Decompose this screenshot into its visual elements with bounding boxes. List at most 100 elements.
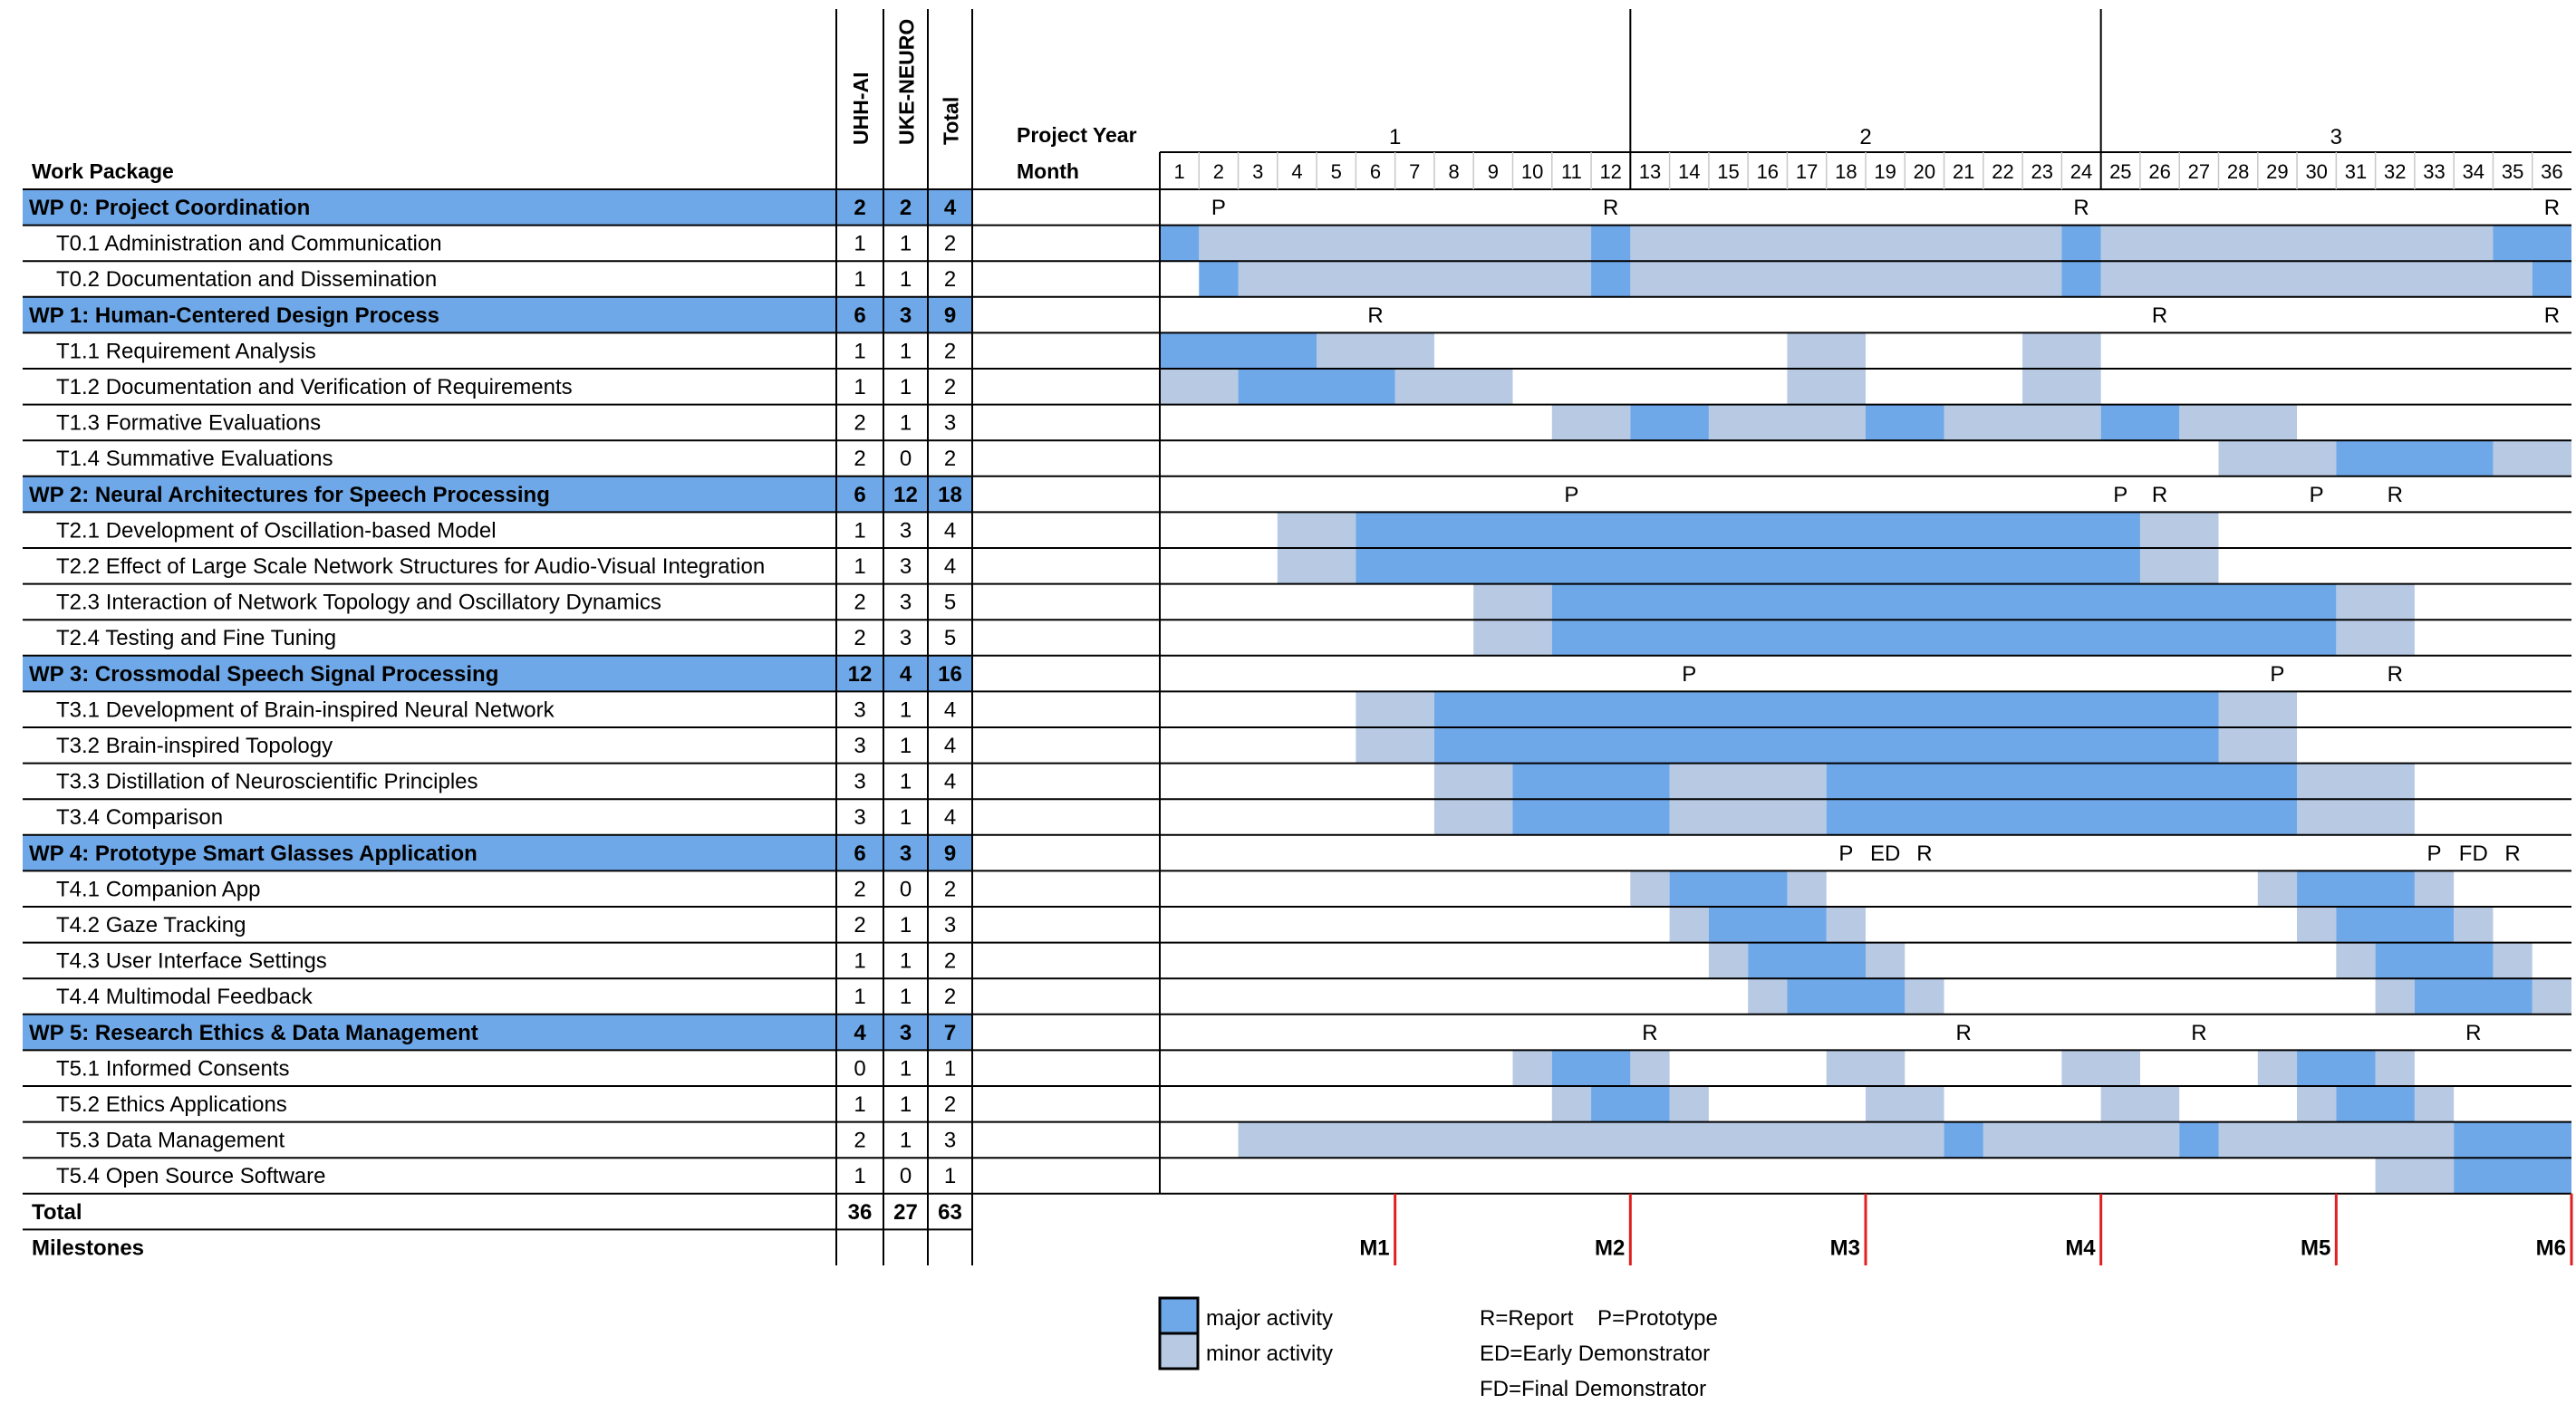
total-value: 4 [944,697,956,722]
total-value: 2 [944,447,956,471]
minor-activity-bar [1473,583,1552,620]
minor-activity-bar [2375,1158,2455,1194]
task-label: T4.2 Gaze Tracking [56,913,246,938]
minor-activity-bar [1905,978,1944,1015]
uhh-ai-value: 1 [854,267,865,292]
major-activity-bar [2061,261,2101,297]
minor-activity-bar [2061,1050,2140,1086]
uhh-ai-value: 1 [854,375,865,399]
minor-activity-bar [1630,1050,1670,1086]
major-activity-swatch [1158,1296,1200,1335]
minor-activity-bar [2022,369,2101,405]
uhh-ai-value: 1 [854,339,865,363]
uke-neuro-value: 1 [900,770,912,794]
month-number: 33 [2423,160,2445,183]
work-package-label: WP 5: Research Ethics & Data Management [29,1021,478,1045]
major-activity-bar [2493,225,2571,262]
uke-neuro-value: 1 [900,985,912,1009]
minor-activity-bar [2375,1050,2415,1086]
month-number: 10 [1521,160,1543,183]
minor-activity-bar [1669,907,1709,943]
major-activity-bar [1160,332,1317,369]
uke-neuro-value: 3 [900,303,912,328]
month-number: 6 [1370,160,1381,183]
wp-row-background [23,296,972,333]
task-label: T0.1 Administration and Communication [56,232,442,256]
minor-activity-bar [2257,1050,2298,1086]
major-activity-bar [2100,404,2180,441]
wp-row-background [23,655,972,692]
minor-activity-bar [2532,978,2571,1015]
total-sum-value: 36 [848,1200,873,1225]
major-activity-bar [1630,404,1709,441]
month-number: 4 [1291,160,1302,183]
major-activity-bar [1826,799,2298,835]
uke-neuro-value: 1 [900,949,912,974]
total-value: 18 [938,483,962,507]
deliverable-marker: R [2388,483,2403,507]
major-activity-bar [1512,799,1670,835]
major-activity-bar [1591,1086,1670,1122]
minor-activity-bar [2375,978,2415,1015]
total-value: 4 [944,518,956,543]
major-activity-bar [2454,1121,2571,1159]
total-value: 4 [944,196,957,220]
uke-neuro-value: 3 [900,1021,912,1045]
uke-neuro-value: 12 [893,483,918,507]
uke-neuro-value: 1 [900,805,912,830]
major-activity-bar [1826,763,2298,800]
major-activity-bar [2532,261,2571,297]
month-number: 27 [2188,160,2210,183]
legend-note: ED=Early Demonstrator [1480,1341,1710,1366]
deliverable-marker: R [1642,1021,1657,1045]
milestones-label: Milestones [32,1236,144,1260]
total-value: 2 [944,985,956,1009]
major-activity-bar [1708,907,1827,943]
minor-activity-bar [1944,404,2101,441]
uke-neuro-value: 3 [900,591,912,615]
deliverable-marker: R [1916,841,1932,866]
major-activity-bar [1433,691,2219,727]
total-label: Total [32,1200,82,1225]
total-value: 1 [944,1164,956,1188]
uhh-ai-value: 3 [854,805,865,830]
uke-neuro-value: 3 [900,841,912,866]
month-number: 16 [1757,160,1779,183]
minor-activity-bar [1826,907,1866,943]
minor-activity-bar [2100,1086,2180,1122]
major-activity-bar [2061,225,2101,262]
uke-neuro-value: 1 [900,1129,912,1153]
task-label: T2.2 Effect of Large Scale Network Struc… [56,554,765,579]
month-number: 14 [1678,160,1700,183]
uke-neuro-value: 1 [900,1092,912,1117]
major-activity-bar [2179,1121,2219,1159]
major-activity-bar [1356,548,2140,584]
minor-activity-bar [1630,870,1670,907]
month-number: 9 [1488,160,1499,183]
month-number: 8 [1448,160,1459,183]
minor-activity-bar [2218,440,2337,476]
major-activity-bar [1787,978,1905,1015]
uhh-ai-value: 1 [854,1092,865,1117]
milestone-label: M5 [2301,1236,2330,1260]
month-number: 24 [2070,160,2092,183]
milestone-label: M6 [2536,1236,2566,1260]
task-label: T2.1 Development of Oscillation-based Mo… [56,518,497,543]
deliverable-marker: R [1603,196,1618,220]
total-value: 7 [944,1021,956,1045]
minor-activity-bar [1238,261,1592,297]
partner-column-header: UHH-AI [849,72,873,146]
total-value: 16 [938,662,962,687]
uke-neuro-value: 3 [900,626,912,650]
major-activity-bar [2454,1158,2571,1194]
uke-neuro-value: 2 [900,196,912,220]
minor-activity-bar [1787,332,1866,369]
uke-neuro-value: 3 [900,518,912,543]
total-value: 4 [944,734,956,758]
uhh-ai-value: 2 [854,411,865,436]
minor-activity-bar [1160,369,1239,405]
minor-activity-bar [1748,978,1788,1015]
month-number: 12 [1599,160,1621,183]
deliverable-marker: R [1956,1021,1972,1045]
total-value: 1 [944,1056,956,1081]
